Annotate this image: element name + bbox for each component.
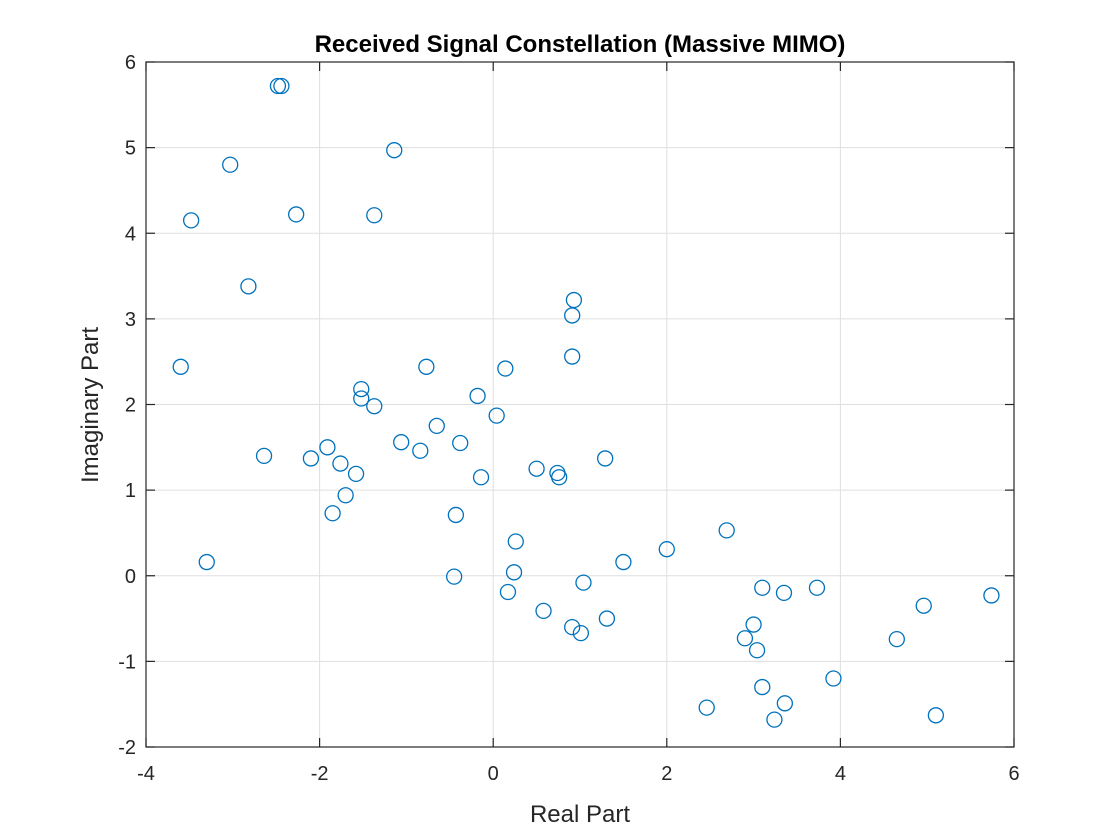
data-point	[658, 541, 675, 558]
data-point	[240, 278, 257, 295]
y-tick-label: 0	[125, 566, 136, 588]
data-points	[172, 77, 1000, 728]
data-point	[269, 77, 287, 95]
data-point	[775, 584, 793, 602]
data-point	[324, 505, 341, 522]
data-point	[888, 630, 905, 648]
data-point	[927, 707, 945, 724]
data-point	[452, 434, 469, 452]
y-tick-label: 2	[125, 395, 136, 417]
x-tick-label: 2	[661, 763, 672, 785]
data-point	[469, 387, 486, 405]
data-point	[598, 610, 616, 627]
data-point	[222, 156, 239, 173]
data-point	[347, 465, 365, 483]
data-point	[418, 358, 435, 375]
data-point	[615, 553, 632, 571]
y-tick-label: 3	[125, 309, 136, 331]
x-tick-labels: -4 -2 0 2 4 6	[137, 763, 1019, 785]
y-tick-label: 6	[125, 52, 136, 74]
data-point	[182, 212, 200, 229]
data-point	[332, 455, 349, 472]
data-point	[597, 450, 614, 467]
data-point	[499, 583, 517, 601]
data-point	[564, 307, 581, 324]
data-point	[776, 695, 793, 712]
data-point	[497, 360, 514, 377]
y-axis-label: Imaginary Part	[77, 327, 104, 483]
data-point	[488, 407, 505, 424]
data-point	[572, 624, 590, 642]
data-point	[535, 602, 552, 620]
y-tick-label: 5	[125, 138, 136, 160]
data-point	[319, 439, 336, 456]
data-point	[507, 533, 524, 550]
data-point	[551, 469, 568, 486]
data-point	[698, 699, 715, 716]
data-point	[983, 587, 1000, 604]
data-point	[472, 469, 490, 486]
data-point	[428, 417, 445, 435]
y-tick-label: 1	[125, 480, 136, 502]
grid-lines	[146, 62, 1014, 747]
y-tick-label: 4	[125, 223, 136, 245]
data-point	[393, 434, 410, 451]
data-point	[366, 398, 383, 415]
data-point	[736, 630, 754, 647]
data-point	[302, 450, 320, 467]
data-point	[528, 460, 545, 477]
chart-title: Received Signal Constellation (Massive M…	[315, 31, 846, 58]
y-tick-label: -2	[118, 737, 136, 759]
data-point	[808, 579, 826, 596]
data-point	[353, 380, 370, 398]
data-point	[564, 618, 581, 636]
x-tick-label: 6	[1008, 763, 1019, 785]
data-point	[564, 348, 581, 365]
data-point	[198, 553, 215, 571]
y-tick-labels: -2 -1 0 1 2 3 4 5 6	[118, 52, 136, 759]
axes-box	[145, 61, 1015, 748]
x-axis-label: Real Part	[530, 801, 630, 828]
data-point	[255, 447, 273, 465]
y-tick-label: -1	[118, 651, 136, 673]
data-point	[366, 207, 383, 224]
x-tick-label: 4	[835, 763, 846, 785]
data-point	[386, 142, 403, 159]
data-point	[172, 358, 189, 375]
data-point	[754, 579, 771, 596]
data-point	[766, 711, 783, 728]
data-point	[915, 597, 932, 614]
data-point	[412, 442, 429, 459]
data-point	[745, 616, 762, 633]
x-tick-label: 0	[488, 763, 499, 785]
data-point	[748, 642, 766, 659]
x-tick-label: -2	[311, 763, 329, 785]
data-point	[445, 568, 463, 585]
data-point	[754, 678, 771, 696]
data-point	[337, 487, 354, 504]
data-point	[353, 390, 370, 407]
data-point	[273, 77, 290, 95]
x-tick-label: -4	[137, 763, 155, 785]
data-point	[288, 206, 305, 223]
data-point	[505, 564, 523, 581]
data-point	[575, 574, 592, 591]
data-point	[447, 506, 465, 524]
data-point	[718, 522, 735, 539]
data-point	[825, 670, 842, 687]
